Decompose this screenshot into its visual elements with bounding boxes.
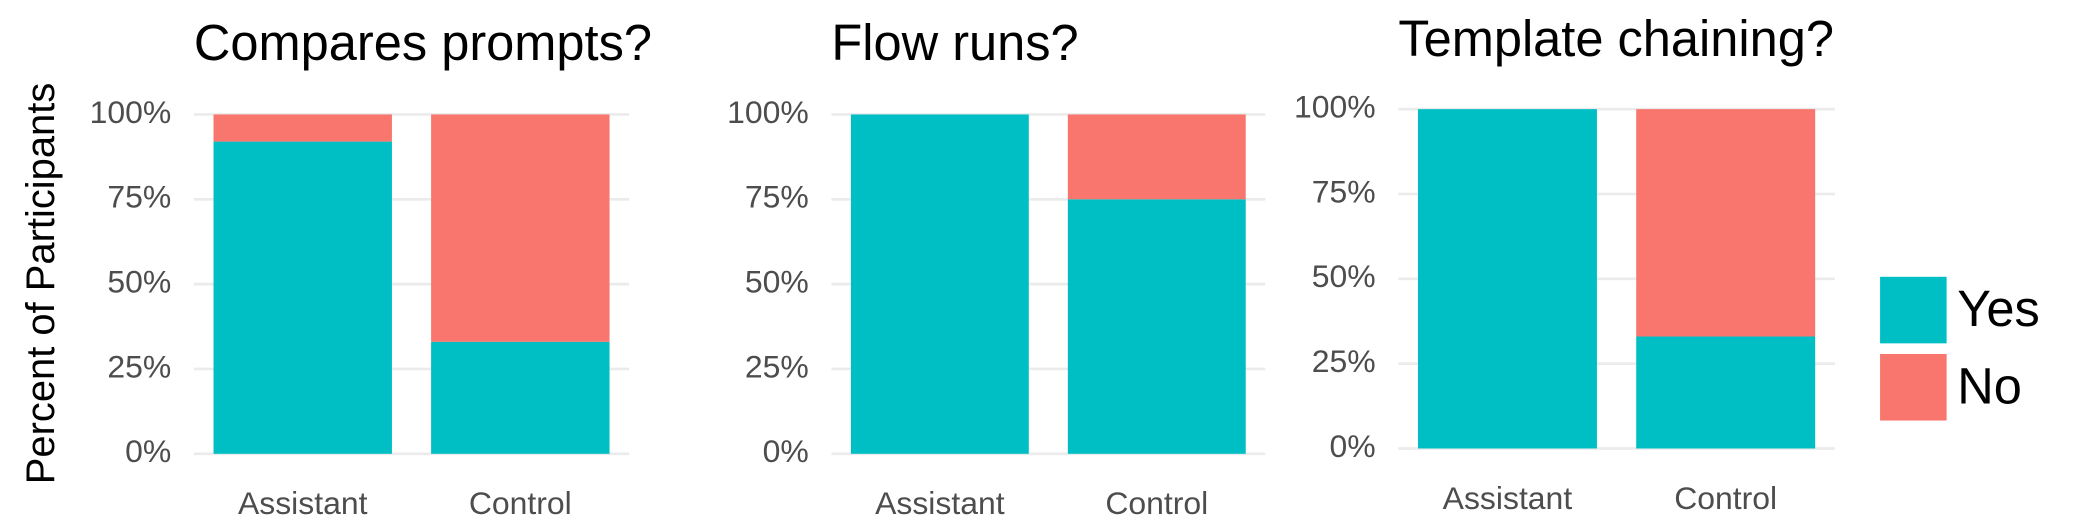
bar bbox=[213, 114, 392, 142]
bar bbox=[431, 341, 610, 454]
y-tick-label: 100% bbox=[1294, 89, 1376, 125]
x-tick-label: Control bbox=[1674, 480, 1777, 516]
legend-label: No bbox=[1957, 357, 2022, 414]
bar bbox=[1417, 109, 1597, 449]
x-tick-label: Assistant bbox=[875, 485, 1005, 521]
y-tick-label: 75% bbox=[1312, 173, 1376, 209]
bar bbox=[1636, 336, 1816, 449]
y-tick-label: 25% bbox=[745, 348, 809, 384]
y-tick-label: 25% bbox=[1312, 343, 1376, 379]
bar bbox=[850, 114, 1029, 454]
chart-title: Flow runs? bbox=[831, 14, 1078, 71]
y-tick-label: 100% bbox=[90, 94, 172, 130]
bar bbox=[1067, 199, 1246, 454]
legend-swatch bbox=[1880, 276, 1947, 344]
y-tick-label: 50% bbox=[745, 264, 809, 300]
y-tick-label: 50% bbox=[1312, 258, 1376, 294]
x-tick-label: Control bbox=[1105, 485, 1208, 521]
y-tick-label: 75% bbox=[745, 179, 809, 215]
x-tick-label: Assistant bbox=[1443, 480, 1573, 516]
y-tick-label: 25% bbox=[107, 348, 171, 384]
y-axis-label: Percent of Participants bbox=[19, 83, 63, 484]
chart-title: Compares prompts? bbox=[194, 14, 652, 71]
chart-title: Template chaining? bbox=[1398, 10, 1834, 67]
y-tick-label: 50% bbox=[107, 264, 171, 300]
legend-label: Yes bbox=[1957, 280, 2039, 337]
y-tick-label: 0% bbox=[125, 433, 171, 469]
bar bbox=[213, 141, 392, 454]
bar bbox=[431, 114, 610, 342]
x-tick-label: Assistant bbox=[238, 485, 368, 521]
legend-swatch bbox=[1880, 353, 1947, 421]
y-tick-label: 100% bbox=[727, 94, 809, 130]
y-tick-label: 0% bbox=[763, 433, 809, 469]
bar bbox=[1636, 109, 1816, 337]
x-tick-label: Control bbox=[469, 485, 572, 521]
y-tick-label: 0% bbox=[1330, 428, 1376, 464]
y-tick-label: 75% bbox=[107, 179, 171, 215]
bar bbox=[1067, 114, 1246, 200]
